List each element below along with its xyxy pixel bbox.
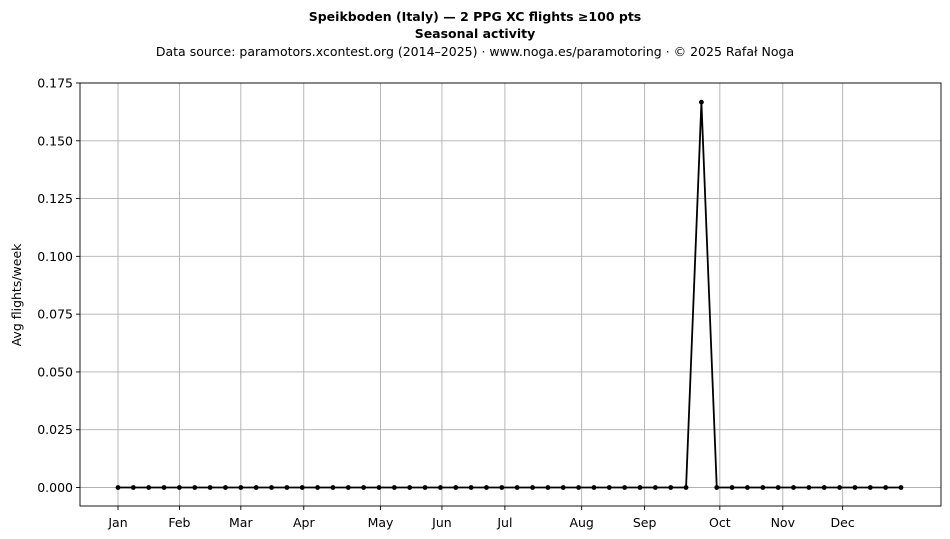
data-point <box>453 485 459 490</box>
data-point <box>668 485 674 490</box>
data-point <box>345 485 351 490</box>
data-point <box>207 485 213 490</box>
data-point <box>867 485 873 490</box>
data-point <box>898 485 904 490</box>
data-point <box>791 485 796 490</box>
x-axis: Jan Feb Mar Apr May Jun Jul Aug Sep Oct Nov Dec <box>107 506 855 530</box>
data-point <box>852 485 858 490</box>
data-point <box>391 485 397 490</box>
data-point <box>560 485 566 490</box>
data-point <box>637 485 643 490</box>
data-point <box>361 485 367 490</box>
data-point <box>223 485 228 490</box>
data-point <box>821 485 827 490</box>
data-point <box>253 485 259 490</box>
grid <box>80 82 941 506</box>
data-point <box>269 485 274 490</box>
x-tick-label-may: May <box>368 515 394 530</box>
data-point <box>775 485 781 490</box>
data-point <box>422 485 428 490</box>
y-tick-label: 0.175 <box>37 76 73 91</box>
data-point <box>192 485 198 490</box>
plot-frame <box>79 82 942 507</box>
data-point <box>883 485 889 490</box>
data-point <box>683 485 689 490</box>
data-point <box>161 485 167 490</box>
x-tick-label-jan: Jan <box>107 515 127 530</box>
series-points <box>115 99 904 490</box>
data-point <box>545 485 551 490</box>
data-point <box>591 485 597 490</box>
data-point <box>177 485 182 490</box>
x-tick-label-oct: Oct <box>709 515 731 530</box>
data-point <box>806 485 812 490</box>
x-tick-label-apr: Apr <box>293 515 315 530</box>
data-point <box>330 485 336 490</box>
data-point <box>376 485 382 490</box>
data-point <box>837 485 842 490</box>
data-point <box>238 485 244 490</box>
x-tick-label-aug: Aug <box>569 515 593 530</box>
y-tick-label: 0.025 <box>37 422 73 437</box>
chart-title-line-1: Speikboden (Italy) — 2 PPG XC flights ≥1… <box>309 9 642 24</box>
data-point <box>745 485 750 490</box>
data-point <box>284 485 290 490</box>
x-tick-label-jun: Jun <box>431 515 452 530</box>
chart-title-line-2: Seasonal activity <box>415 26 536 41</box>
data-point <box>407 485 413 490</box>
y-tick-label: 0.000 <box>37 480 73 495</box>
data-point <box>760 485 766 490</box>
y-tick-label: 0.125 <box>37 191 73 206</box>
y-tick-label: 0.050 <box>37 364 73 379</box>
data-point <box>699 99 704 105</box>
data-point <box>484 485 489 490</box>
data-point <box>146 485 152 490</box>
y-axis: 0.000 0.025 0.050 0.075 0.100 0.125 0.150 0.175 <box>37 76 80 495</box>
data-point <box>468 485 474 490</box>
x-tick-label-feb: Feb <box>168 515 190 530</box>
data-point <box>652 485 658 490</box>
y-tick-label: 0.075 <box>37 307 73 322</box>
x-tick-label-dec: Dec <box>831 515 855 530</box>
chart-subtitle: Data source: paramotors.xcontest.org (20… <box>156 44 794 59</box>
data-point <box>438 485 443 490</box>
data-point <box>299 485 305 490</box>
data-point <box>606 485 612 490</box>
data-point <box>115 485 121 490</box>
x-tick-label-nov: Nov <box>771 515 796 530</box>
y-tick-label: 0.150 <box>37 133 73 148</box>
data-point <box>130 485 136 490</box>
data-point <box>499 485 505 490</box>
data-point <box>729 485 735 490</box>
data-point <box>514 485 520 490</box>
data-point <box>714 485 720 490</box>
x-tick-label-mar: Mar <box>229 515 253 530</box>
data-point <box>315 485 320 490</box>
x-tick-label-jul: Jul <box>496 515 512 530</box>
data-point <box>530 485 535 490</box>
data-point <box>622 485 628 490</box>
series-line <box>118 101 901 489</box>
data-point <box>576 485 581 490</box>
y-tick-label: 0.100 <box>37 249 73 264</box>
y-axis-label: Avg flights/week <box>9 243 24 347</box>
x-tick-label-sep: Sep <box>633 515 657 530</box>
